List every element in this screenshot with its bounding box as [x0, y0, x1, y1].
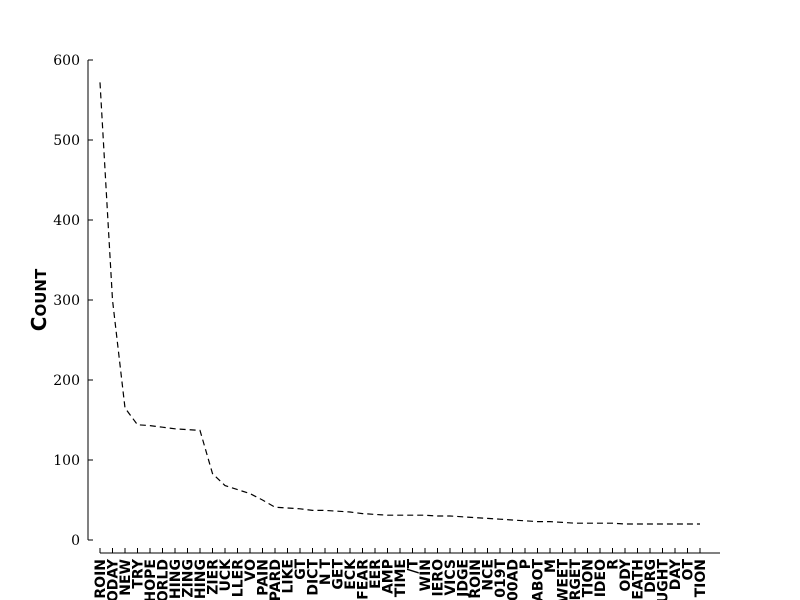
x-tick-label: DRG: [643, 559, 659, 593]
x-tick-label: ZING: [181, 559, 197, 598]
x-tick-label: HING: [193, 559, 209, 599]
x-tick-label: AMP: [381, 559, 397, 594]
x-tick-label: ECK: [343, 558, 359, 590]
x-tick-label: ODY: [618, 558, 634, 592]
x-axis: ROINODAYNEWTRYHOPEORLDHINGZINGHINGZIERUC…: [93, 548, 720, 600]
series: [99, 82, 700, 525]
x-tick-label: WIN: [418, 559, 434, 591]
x-tick-label: HOPE: [143, 559, 159, 600]
x-tick-label: PAIN: [256, 559, 272, 596]
x-tick-label: JDGE: [456, 559, 472, 598]
x-tick-label: EATH: [631, 559, 647, 600]
y-tick-label: 200: [53, 373, 80, 389]
x-tick-label: HING: [168, 559, 184, 599]
x-tick-label: WEET: [556, 559, 572, 600]
x-tick-label: VICS: [443, 559, 459, 596]
x-tick-label: IDEO: [593, 559, 609, 597]
x-tick-label: PARD: [268, 559, 284, 600]
x-tick-label: ABOT: [531, 559, 547, 600]
x-tick-label: TION: [693, 559, 709, 597]
x-tick-label: ROIN: [468, 559, 484, 599]
x-tick-label: IERO: [431, 559, 447, 597]
x-tick-label: UGHT: [656, 559, 672, 600]
x-tick-label: LLER: [231, 559, 247, 597]
x-tick-label: GT: [293, 559, 309, 580]
x-tick-label: ODAY: [106, 558, 122, 600]
x-tick-label: NCE: [481, 559, 497, 591]
x-tick-label: NEW: [118, 559, 134, 596]
y-tick-label: 500: [53, 133, 80, 149]
x-tick-label: GET: [331, 559, 347, 590]
y-tick-label: 100: [53, 453, 80, 469]
y-tick-label: 300: [53, 293, 80, 309]
x-tick-label: 00AD: [506, 559, 522, 600]
x-tick-label: P: [518, 559, 534, 569]
x-tick-label: R: [606, 559, 622, 570]
y-tick-label: 600: [53, 53, 80, 69]
x-tick-label: ORLD: [156, 559, 172, 600]
x-tick-label: UCK: [218, 558, 234, 592]
y-axis: 0 100 200 300 400 500 600: [53, 53, 93, 549]
x-tick-label: /T: [406, 559, 422, 574]
x-tick-label: RGET: [568, 559, 584, 600]
series-line: [99, 82, 700, 525]
y-tick-label: 0: [71, 533, 80, 549]
x-tick-label: FEAR: [356, 559, 372, 600]
x-tick-label: EER: [368, 559, 384, 589]
x-tick-label: 019T: [493, 559, 509, 598]
x-tick-label: TION: [581, 559, 597, 597]
x-tick-label: N T: [318, 559, 334, 586]
x-tick-label: ROIN: [93, 559, 109, 599]
x-tick-label: OT: [681, 559, 697, 581]
x-tick-label: TRY: [131, 558, 147, 589]
y-axis-label: COUNT: [27, 268, 51, 331]
x-tick-label: DAY: [668, 558, 684, 590]
x-tick-label: LIKE: [281, 559, 297, 594]
x-tick-label: VO: [243, 559, 259, 582]
y-tick-label: 400: [53, 213, 80, 229]
x-tick-label: ZIER: [206, 559, 222, 595]
x-tick-label: DICT: [306, 559, 322, 596]
x-tick-label: TIME: [393, 559, 409, 597]
x-tick-label: M: [543, 559, 559, 573]
